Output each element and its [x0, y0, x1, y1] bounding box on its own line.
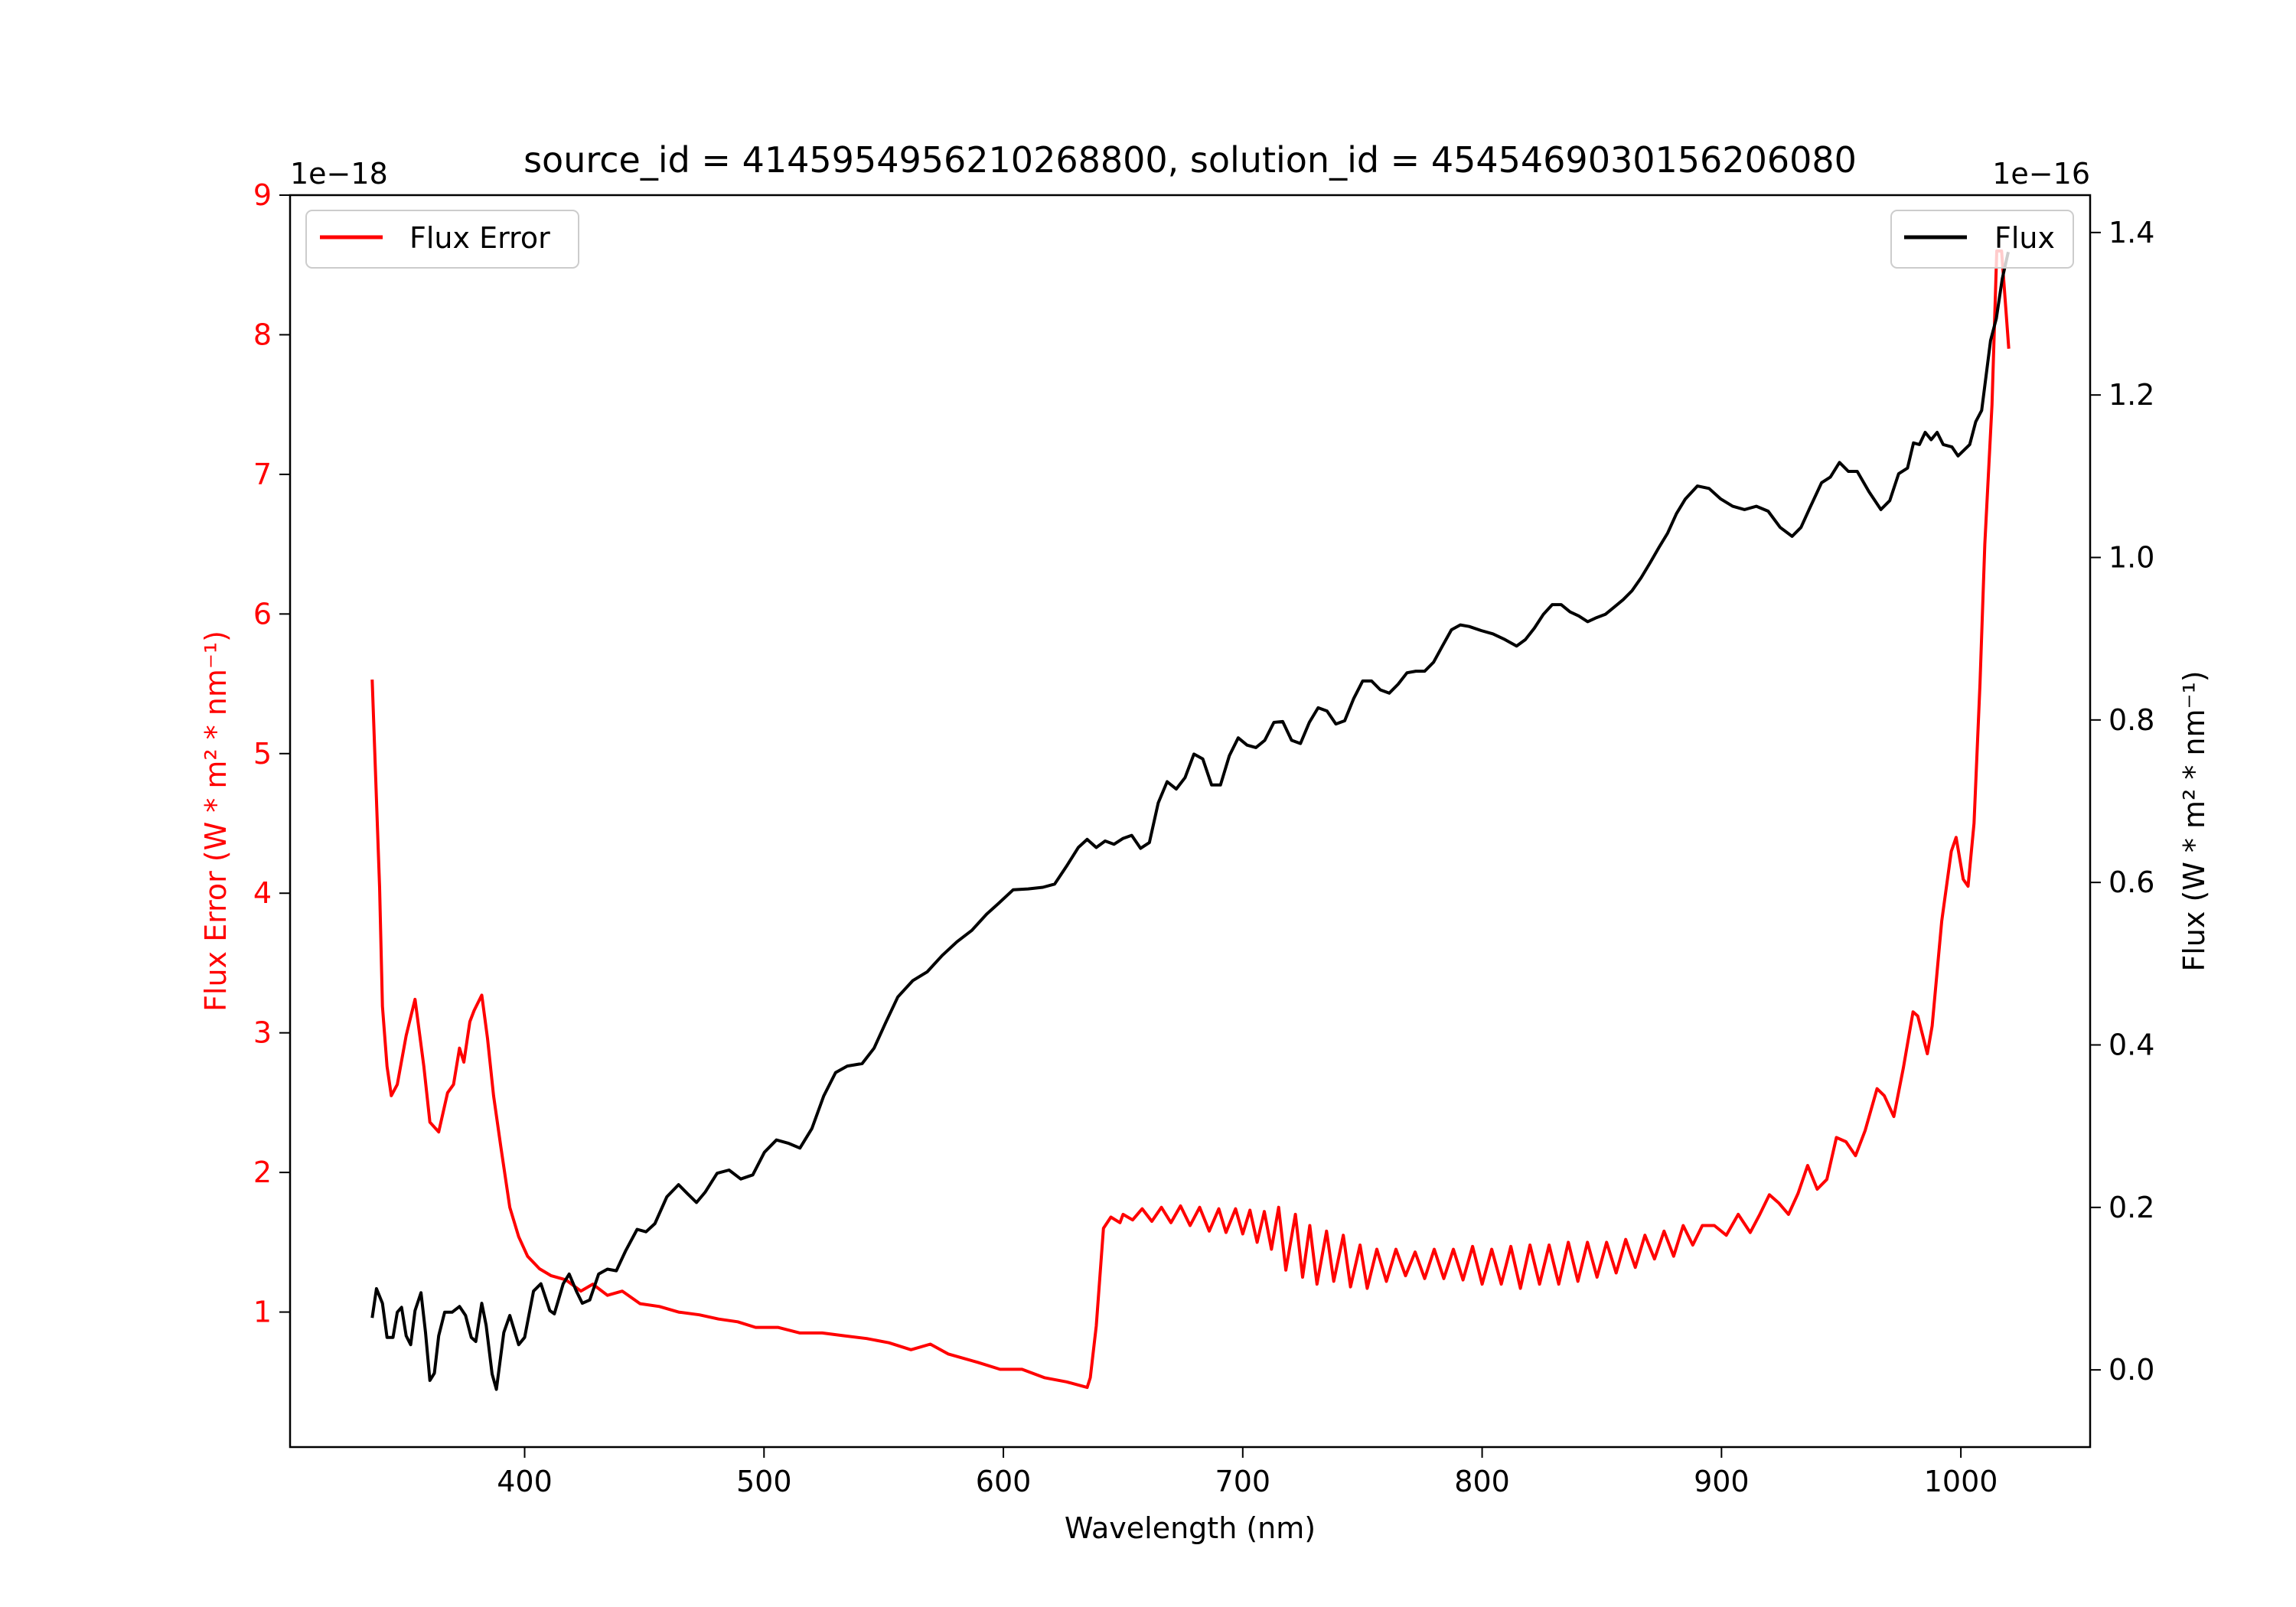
- right-axis-label: Flux (W * m² * nm⁻¹): [2177, 670, 2211, 971]
- left-y-tick-label: 7: [253, 458, 272, 491]
- left-y-tick-label: 2: [253, 1156, 272, 1189]
- left-y-tick-label: 4: [253, 876, 272, 910]
- right-y-tick-label: 1.2: [2108, 378, 2154, 412]
- series-line-flux: [370, 251, 2010, 1391]
- left-y-tick-label: 9: [253, 178, 272, 212]
- legend-flux-error: Flux Error: [305, 210, 579, 269]
- x-axis-label: Wavelength (nm): [1065, 1511, 1316, 1545]
- left-y-tick-label: 6: [253, 597, 272, 631]
- left-axis-multiplier: 1e−18: [290, 157, 388, 191]
- right-y-tick-label: 1.0: [2108, 540, 2154, 574]
- right-y-tick-label: 1.4: [2108, 216, 2154, 249]
- right-y-tick-label: 0.8: [2108, 703, 2154, 737]
- left-y-tick-label: 5: [253, 737, 272, 771]
- plot-area: [370, 249, 2011, 1391]
- right-axis-multiplier: 1e−16: [1992, 157, 2090, 191]
- x-tick-label: 500: [736, 1465, 792, 1498]
- x-tick-label: 900: [1694, 1465, 1750, 1498]
- right-y-tick-label: 0.0: [2108, 1353, 2154, 1387]
- x-tick-label: 700: [1215, 1465, 1271, 1498]
- legend-box: [1890, 210, 2074, 269]
- x-tick-label: 600: [976, 1465, 1032, 1498]
- series-line-flux-error: [370, 249, 2011, 1390]
- axes-frame: [289, 194, 2092, 1449]
- legend-flux: Flux: [1890, 210, 2074, 269]
- left-axis-label: Flux Error (W * m² * nm⁻¹): [199, 631, 233, 1012]
- legend-label-flux: Flux: [1994, 221, 2055, 255]
- left-y-tick-label: 3: [253, 1016, 272, 1050]
- left-y-tick-label: 1: [253, 1296, 272, 1329]
- axes-layer: 400 500 600 700 800 900 1000 1 2 3 4 5 6 7 8 9 0.0 0.2 0.4…: [253, 178, 2155, 1498]
- right-y-tick-label: 0.4: [2108, 1028, 2154, 1061]
- x-tick-label: 1000: [1924, 1465, 1998, 1498]
- x-tick-label: 400: [497, 1465, 553, 1498]
- legend-box: [305, 210, 579, 269]
- chart-title: source_id = 4145954956210268800, solutio…: [523, 139, 1857, 181]
- right-y-tick-label: 0.6: [2108, 865, 2154, 899]
- x-tick-label: 800: [1454, 1465, 1510, 1498]
- right-y-tick-label: 0.2: [2108, 1191, 2154, 1224]
- legend-label-flux-error: Flux Error: [409, 221, 550, 255]
- left-y-tick-label: 8: [253, 318, 272, 351]
